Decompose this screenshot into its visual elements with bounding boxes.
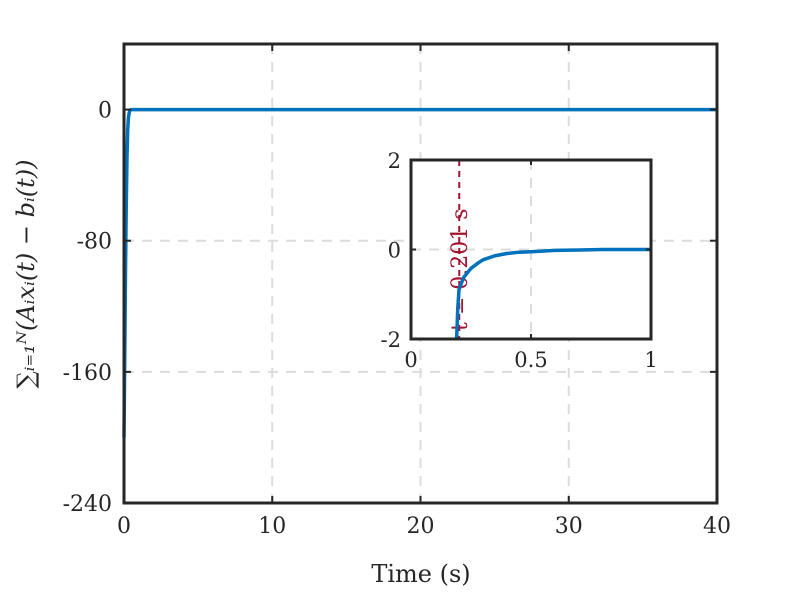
series-line [454,247,651,340]
y-tick-label: 2 [388,149,401,173]
x-tick-label: 0 [117,514,131,539]
x-tick-label: 0.5 [514,348,547,372]
y-tick-label: 0 [98,99,112,124]
x-tick-label: 10 [258,514,286,539]
x-tick-label: 1 [644,348,657,372]
y-tick-label: -160 [63,361,112,386]
y-tick-label: -80 [77,230,112,255]
y-tick-label: -2 [381,328,401,352]
x-tick-label: 0 [404,348,417,372]
inset-x-ticks: 0 0.5 1 [404,160,658,372]
main-y-ticks: 0 -80 -160 -240 [63,99,717,517]
x-tick-label: 20 [407,514,435,539]
x-tick-label: 40 [703,514,731,539]
x-tick-label: 30 [555,514,583,539]
inset-series-layer [454,247,651,340]
main-x-ticks: 0 10 20 30 40 [117,44,731,539]
inset-plot: t = 0.201 s 0 0.5 1 20-2 [381,149,658,372]
y-tick-label: -240 [63,492,112,517]
y-axis-label: ∑ᵢ₌₁ᴺ(Aᵢxᵢ(t) − bᵢ(t)) [12,159,40,388]
x-axis-label: Time (s) [371,560,470,588]
inset-y-ticks: 2 0 -2 [381,149,651,352]
y-tick-label: 0 [388,239,401,263]
